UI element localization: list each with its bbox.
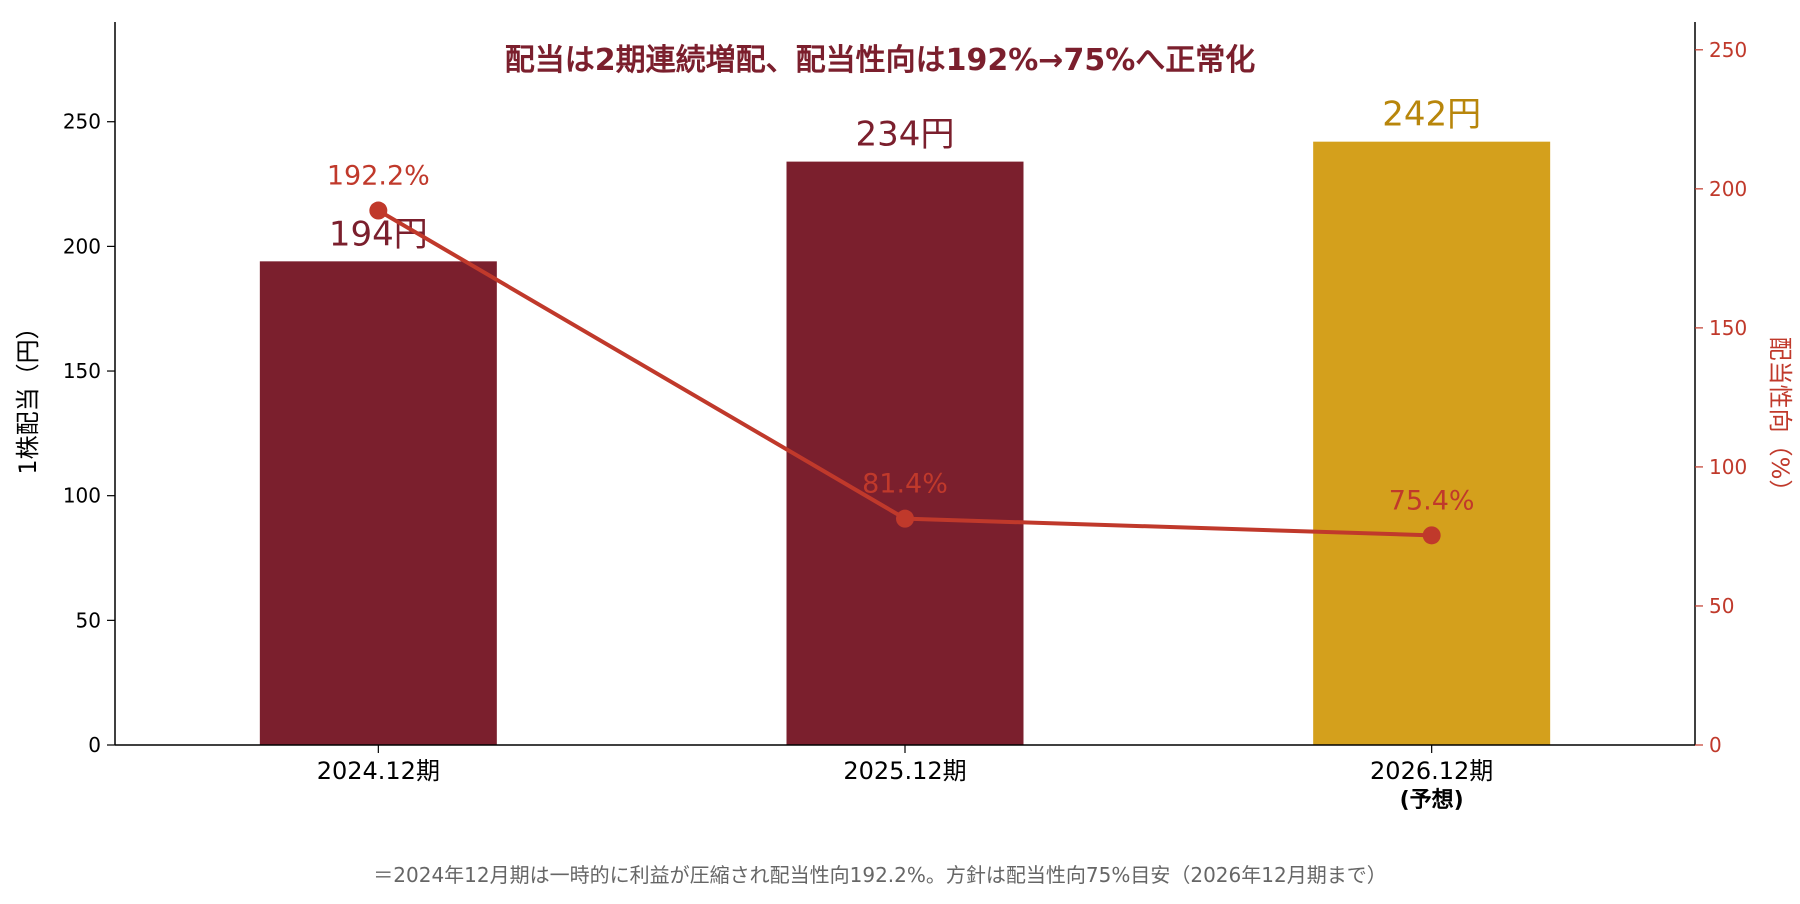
y-axis-right-label: 配当性向（%） xyxy=(1766,337,1794,504)
y-right-tick-label-3: 150 xyxy=(1709,316,1747,340)
y-right-tick-label-4: 200 xyxy=(1709,177,1747,201)
plot-area: 0 50 100 150 200 250 0 50 100 150 200 250 2024.12期 20… xyxy=(63,22,1747,813)
y-left-tick-label-3: 150 xyxy=(63,359,101,383)
payout-ratio-point-2 xyxy=(1422,526,1441,545)
bar-2 xyxy=(1313,141,1551,746)
y-right-tick-label-1: 50 xyxy=(1709,594,1734,618)
bar-0 xyxy=(259,261,497,745)
y-left-tick-label-1: 50 xyxy=(76,608,101,632)
x-tick-label-2: 2026.12期 xyxy=(1370,757,1493,785)
payout-ratio-point-1 xyxy=(896,509,914,528)
y-right-tick-label-2: 100 xyxy=(1709,455,1747,479)
bar-value-label-2: 242円 xyxy=(1382,95,1481,135)
chart-title: 配当は2期連続増配、配当性向は192%→75%へ正常化 xyxy=(505,43,1256,78)
y-axis-left-label: 1株配当（円） xyxy=(14,315,42,474)
y-right-tick-label-5: 250 xyxy=(1709,38,1747,62)
bar-value-label-0: 194円 xyxy=(329,214,428,254)
footnote: ＝2024年12月期は一時的に利益が圧縮され配当性向192.2%。方針は配当性向… xyxy=(373,863,1386,887)
payout-ratio-label-0: 192.2% xyxy=(327,161,430,192)
x-tick-label-0: 2024.12期 xyxy=(317,757,440,785)
payout-ratio-point-0 xyxy=(369,201,388,220)
y-left-tick-label-4: 200 xyxy=(63,234,101,258)
y-left-tick-label-2: 100 xyxy=(63,484,101,508)
x-tick-sublabel-2: (予想) xyxy=(1400,788,1464,813)
payout-ratio-label-1: 81.4% xyxy=(862,469,948,500)
bar-1 xyxy=(786,161,1024,746)
y-left-tick-label-0: 0 xyxy=(88,733,101,757)
payout-ratio-label-2: 75.4% xyxy=(1389,485,1475,516)
bar-value-label-1: 234円 xyxy=(856,115,955,155)
y-left-tick-label-5: 250 xyxy=(63,110,101,134)
x-tick-label-1: 2025.12期 xyxy=(843,757,966,785)
y-right-tick-label-0: 0 xyxy=(1709,733,1722,757)
